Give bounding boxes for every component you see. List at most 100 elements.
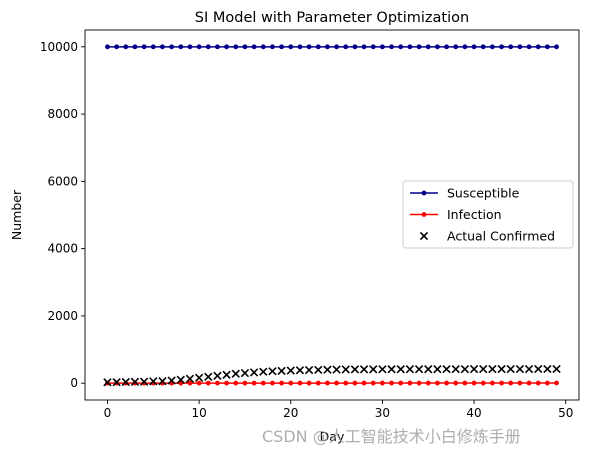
data-point bbox=[359, 365, 369, 374]
data-point bbox=[196, 44, 202, 50]
data-point bbox=[196, 380, 202, 386]
data-point bbox=[215, 44, 220, 50]
data-point bbox=[215, 380, 220, 386]
data-point bbox=[323, 365, 332, 374]
data-point bbox=[224, 380, 230, 386]
data-point bbox=[270, 380, 275, 386]
data-point bbox=[554, 380, 559, 386]
data-point bbox=[314, 365, 323, 375]
x-tick-label: 40 bbox=[466, 406, 481, 420]
data-point bbox=[396, 365, 405, 374]
data-point bbox=[251, 380, 257, 386]
data-point bbox=[334, 380, 339, 386]
data-point bbox=[352, 44, 358, 50]
data-point bbox=[103, 378, 112, 387]
data-point bbox=[341, 365, 350, 374]
legend: Susceptible Infection Actual Confirmed bbox=[402, 180, 574, 249]
legend-box bbox=[402, 180, 574, 249]
series-layer bbox=[103, 44, 561, 387]
data-point bbox=[279, 44, 284, 50]
y-tick-label: 8000 bbox=[47, 107, 78, 121]
data-point bbox=[167, 376, 176, 385]
series-susceptible bbox=[105, 44, 559, 50]
data-point bbox=[453, 44, 459, 50]
data-point bbox=[325, 380, 330, 386]
data-point bbox=[469, 364, 479, 374]
data-point bbox=[325, 44, 330, 50]
data-point bbox=[425, 44, 431, 50]
data-point bbox=[451, 364, 460, 374]
data-point bbox=[380, 44, 385, 50]
data-point bbox=[260, 44, 266, 50]
data-point bbox=[187, 44, 193, 50]
data-point bbox=[277, 366, 286, 376]
watermark: CSDN @人工智能技术小白修炼手册 bbox=[262, 427, 521, 446]
data-point bbox=[158, 376, 167, 386]
data-point bbox=[260, 380, 266, 386]
data-point bbox=[297, 44, 303, 50]
data-point bbox=[343, 44, 349, 50]
data-point bbox=[306, 380, 312, 386]
data-point bbox=[552, 364, 561, 374]
data-point bbox=[139, 377, 149, 386]
y-tick-label: 10000 bbox=[40, 40, 78, 54]
data-point bbox=[378, 365, 387, 374]
legend-marker bbox=[421, 212, 427, 217]
legend-label: Actual Confirmed bbox=[447, 229, 555, 244]
x-tick-label: 20 bbox=[283, 406, 298, 420]
data-point bbox=[123, 44, 129, 50]
data-point bbox=[204, 372, 213, 381]
data-point bbox=[387, 365, 396, 374]
y-tick-label: 0 bbox=[70, 376, 78, 390]
chart-title: SI Model with Parameter Optimization bbox=[195, 10, 469, 26]
legend-item: Susceptible bbox=[410, 186, 520, 201]
data-point bbox=[442, 364, 451, 374]
data-point bbox=[343, 380, 349, 386]
data-point bbox=[361, 380, 367, 386]
data-point bbox=[105, 44, 110, 50]
data-point bbox=[471, 44, 477, 50]
data-point bbox=[424, 364, 433, 374]
data-point bbox=[416, 380, 422, 386]
plot-area bbox=[84, 29, 580, 401]
data-point bbox=[480, 380, 486, 386]
data-point bbox=[544, 380, 550, 386]
y-tick-label: 6000 bbox=[47, 174, 78, 188]
data-point bbox=[205, 380, 211, 386]
data-point bbox=[233, 380, 239, 386]
data-point bbox=[554, 44, 559, 50]
data-point bbox=[462, 380, 468, 386]
y-axis-label: Number bbox=[9, 189, 24, 240]
legend-item: Infection bbox=[410, 207, 502, 222]
x-tick-label: 30 bbox=[375, 406, 390, 420]
data-point bbox=[526, 380, 532, 386]
data-point bbox=[398, 44, 404, 50]
data-point bbox=[176, 375, 185, 384]
data-point bbox=[268, 367, 277, 376]
data-point bbox=[389, 380, 394, 386]
data-point bbox=[279, 380, 284, 386]
data-point bbox=[123, 380, 129, 386]
data-point bbox=[233, 44, 239, 50]
data-point bbox=[132, 44, 138, 50]
data-point bbox=[160, 44, 165, 50]
data-point bbox=[506, 364, 515, 374]
data-point bbox=[295, 366, 305, 375]
series-infection bbox=[105, 380, 559, 386]
data-point bbox=[242, 380, 248, 386]
data-point bbox=[489, 44, 495, 50]
legend-swatch bbox=[419, 231, 429, 241]
data-point bbox=[231, 369, 240, 378]
data-point bbox=[150, 44, 156, 50]
x-axis-label: Day bbox=[320, 429, 345, 444]
data-point bbox=[499, 44, 504, 50]
data-point bbox=[112, 378, 121, 387]
data-point bbox=[398, 380, 404, 386]
data-point bbox=[534, 364, 543, 374]
data-point bbox=[141, 44, 147, 50]
data-point bbox=[288, 380, 294, 386]
data-point bbox=[130, 377, 140, 387]
data-point bbox=[517, 44, 523, 50]
data-point bbox=[222, 370, 231, 379]
data-point bbox=[185, 374, 195, 383]
